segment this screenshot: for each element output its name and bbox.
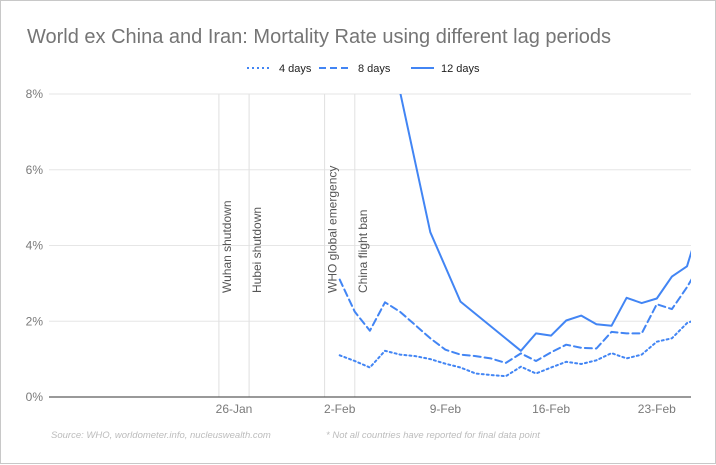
series-line-8-days[interactable] (338, 235, 716, 364)
x-tick-label: 26-Jan (216, 402, 253, 416)
y-tick-label: 6% (26, 163, 44, 177)
x-tick-label: 23-Feb (638, 402, 676, 416)
chart-title: World ex China and Iran: Mortality Rate … (27, 26, 611, 48)
legend-label-4-days: 4 days (279, 63, 312, 75)
event-label: WHO global emergency (326, 166, 340, 293)
event-label: Hubei shutdown (250, 207, 264, 293)
legend-item-8-days[interactable]: 8 days (319, 63, 391, 75)
event-label: Wuhan shutdown (220, 200, 234, 293)
y-tick-label: 4% (26, 239, 44, 253)
series-lines (338, 92, 716, 378)
y-tick-label: 8% (26, 87, 44, 101)
source-note: Source: WHO, worldometer.info, nucleuswe… (51, 430, 271, 441)
event-markers: Wuhan shutdown Hubei shutdown WHO global e… (218, 94, 370, 397)
series-line-4-days[interactable] (338, 317, 716, 378)
y-tick-label: 2% (26, 314, 44, 328)
legend-label-12-days: 12 days (441, 63, 480, 75)
gridlines (49, 93, 691, 322)
footnote: * Not all countries have reported for fi… (326, 430, 540, 441)
y-tick-label: 0% (26, 390, 44, 404)
series-line-12-days[interactable] (399, 92, 716, 352)
legend-item-12-days[interactable]: 12 days (411, 63, 480, 75)
legend-label-8-days: 8 days (358, 63, 391, 75)
legend-item-4-days[interactable]: 4 days (247, 63, 312, 75)
event-label: China flight ban (356, 210, 370, 293)
x-tick-label: 16-Feb (532, 402, 570, 416)
x-tick-label: 2-Feb (324, 402, 356, 416)
legend: 4 days 8 days 12 days (247, 63, 480, 75)
axes: 0%2%4%6%8%26-Jan2-Feb9-Feb16-Feb23-Feb1-… (26, 87, 691, 416)
x-tick-label: 9-Feb (430, 402, 462, 416)
